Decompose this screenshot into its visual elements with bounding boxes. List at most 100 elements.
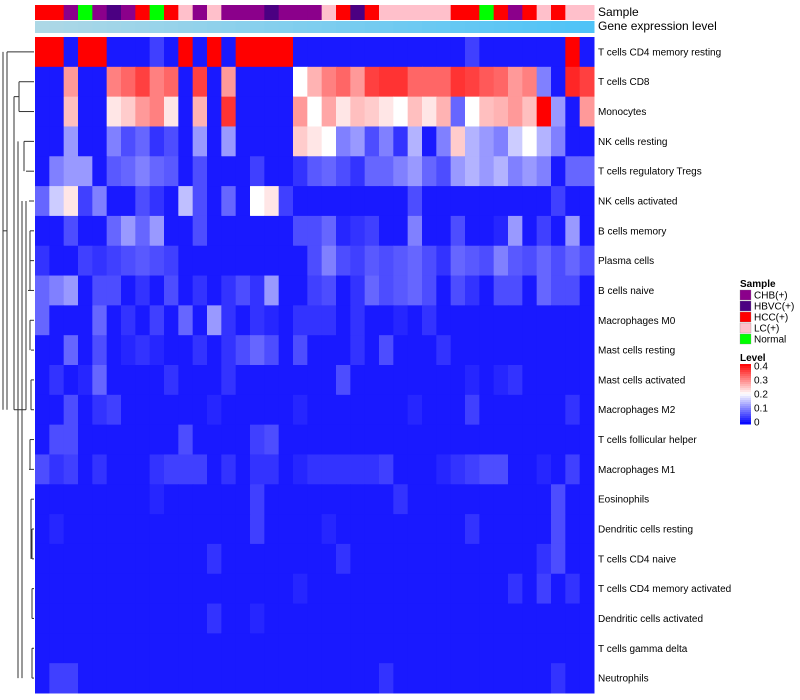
heatmap-cell: [422, 543, 437, 575]
heatmap-cell: [307, 543, 323, 575]
heatmap-cell: [192, 96, 208, 127]
heatmap-cell: [235, 126, 251, 157]
heatmap-cell: [221, 66, 237, 98]
expression-annotation-cell: [106, 21, 122, 33]
sample-annotation-cell: [379, 5, 394, 20]
heatmap-cell: [493, 454, 509, 485]
heatmap-cell: [121, 305, 136, 336]
heatmap-cell: [78, 66, 93, 98]
heatmap-cell: [178, 37, 194, 68]
heatmap-cell: [35, 305, 50, 336]
heatmap-cell: [422, 603, 437, 634]
heatmap-cell: [579, 663, 595, 694]
expression-track-label: Gene expression level: [598, 19, 717, 33]
heatmap-cell: [364, 305, 380, 336]
heatmap-cell: [221, 275, 237, 306]
heatmap-cell: [264, 543, 280, 575]
heatmap-cell: [207, 37, 222, 68]
heatmap-cell: [436, 126, 452, 157]
heatmap-cell: [49, 454, 65, 485]
heatmap-cell: [350, 454, 366, 485]
sample-annotation-cell: [493, 5, 509, 20]
heatmap-cell: [565, 454, 581, 485]
heatmap-cell: [35, 215, 50, 247]
heatmap-cell: [465, 543, 480, 575]
heatmap-cell: [293, 424, 308, 455]
sample-annotation-cell: [207, 5, 222, 20]
heatmap-cell: [207, 454, 222, 485]
heatmap-cell: [508, 186, 523, 217]
heatmap-cell: [336, 186, 351, 217]
heatmap-cell: [565, 215, 581, 247]
heatmap-cell: [436, 186, 452, 217]
sample-legend-label: LC(+): [754, 324, 779, 335]
heatmap-cell: [321, 186, 337, 217]
heatmap-cell: [350, 484, 366, 515]
heatmap-cell: [92, 245, 108, 277]
heatmap-cell: [149, 305, 165, 336]
heatmap-cell: [336, 96, 351, 127]
heatmap-cell: [49, 305, 65, 336]
heatmap-cell: [221, 365, 237, 396]
heatmap-cell: [522, 66, 538, 98]
heatmap-cell: [78, 484, 93, 515]
heatmap-cell: [465, 365, 480, 396]
heatmap-cell: [436, 215, 452, 247]
heatmap-cell: [207, 424, 222, 455]
heatmap-cell: [192, 424, 208, 455]
heatmap-cell: [465, 156, 480, 187]
heatmap-cell: [479, 126, 495, 157]
level-legend-gradient: [740, 372, 751, 375]
heatmap-cell: [121, 245, 136, 277]
heatmap-cell: [551, 37, 566, 68]
heatmap-cell: [493, 275, 509, 306]
heatmap-cell: [121, 66, 136, 98]
heatmap-cell: [321, 335, 337, 366]
heatmap-cell: [192, 275, 208, 306]
heatmap-cell: [178, 335, 194, 366]
heatmap-cell: [164, 543, 179, 575]
heatmap-cell: [336, 484, 351, 515]
heatmap-cell: [336, 454, 351, 485]
heatmap-cell: [278, 573, 294, 605]
heatmap-cell: [522, 394, 538, 426]
heatmap-cell: [63, 663, 79, 694]
heatmap-cell: [493, 484, 509, 515]
heatmap-cell: [393, 394, 409, 426]
heatmap-cell: [78, 37, 93, 68]
heatmap-cell: [78, 573, 93, 605]
heatmap-cell: [321, 454, 337, 485]
heatmap-cell: [221, 573, 237, 605]
heatmap-cell: [235, 156, 251, 187]
sample-legend-title: Sample: [740, 279, 776, 290]
heatmap-cell: [264, 215, 280, 247]
heatmap-cell: [121, 126, 136, 157]
heatmap-cell: [422, 215, 437, 247]
heatmap-cell: [307, 186, 323, 217]
heatmap-cell: [164, 245, 179, 277]
heatmap-cell: [565, 514, 581, 545]
level-legend-tick: 0.1: [754, 404, 768, 415]
heatmap-cell: [135, 424, 151, 455]
heatmap-cell: [379, 365, 394, 396]
heatmap-cell: [565, 663, 581, 694]
heatmap-cell: [221, 245, 237, 277]
heatmap-cell: [35, 66, 50, 98]
heatmap-cell: [508, 424, 523, 455]
heatmap-cell: [149, 365, 165, 396]
heatmap-cell: [78, 186, 93, 217]
heatmap-cell: [321, 37, 337, 68]
heatmap-cell: [465, 245, 480, 277]
heatmap-cell: [364, 633, 380, 664]
heatmap-cell: [92, 663, 108, 694]
heatmap-cell: [92, 275, 108, 306]
heatmap-cell: [192, 543, 208, 575]
heatmap-cell: [49, 573, 65, 605]
expression-annotation-cell: [164, 21, 179, 33]
heatmap-cell: [522, 454, 538, 485]
heatmap-cell: [35, 514, 50, 545]
heatmap-cell: [536, 365, 552, 396]
heatmap-cell: [207, 335, 222, 366]
heatmap-cell: [536, 484, 552, 515]
heatmap-cell: [336, 603, 351, 634]
